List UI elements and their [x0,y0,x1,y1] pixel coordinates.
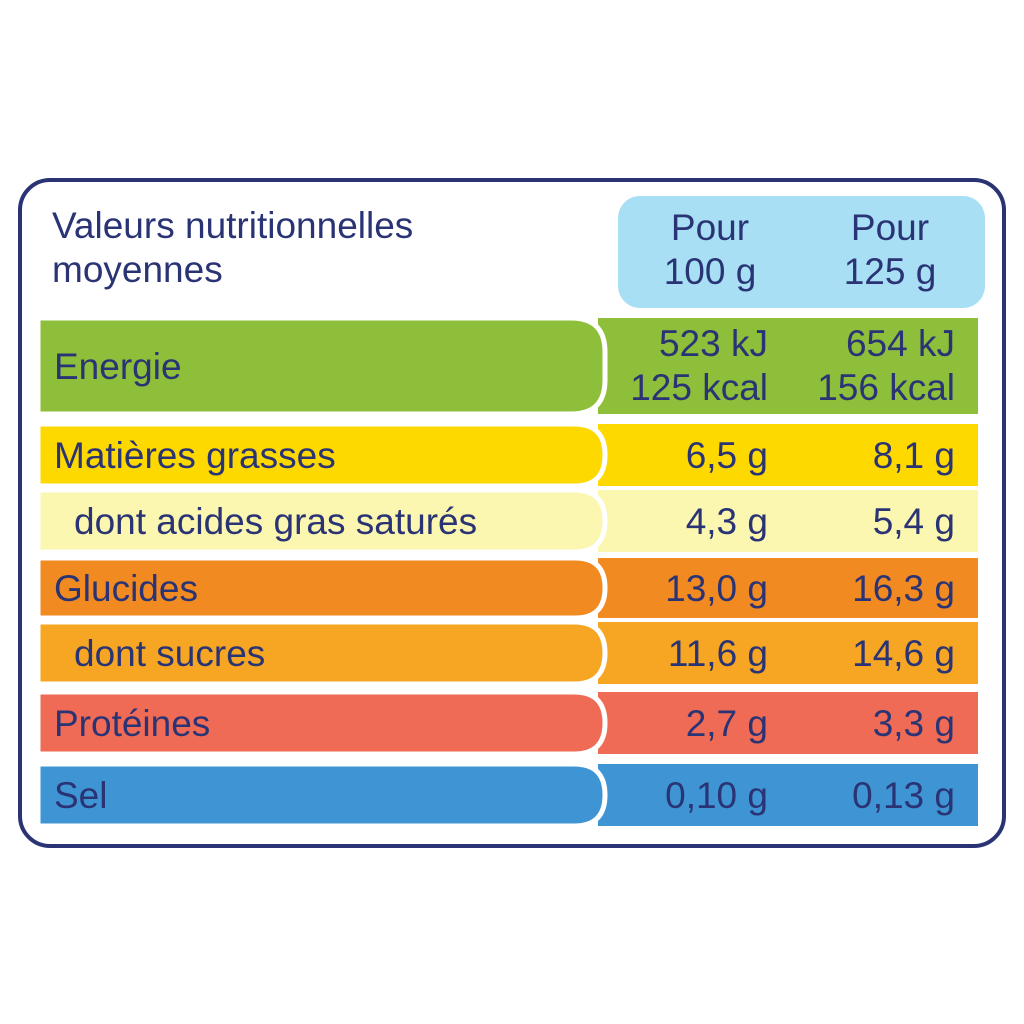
row-value-line: 654 kJ [846,323,955,364]
label-cell [35,421,608,489]
row-value: 523 kJ 125 kcal [630,323,768,408]
label-cell [35,689,608,757]
row-value: 8,1 g [873,435,955,476]
column-header-line: 100 g [664,251,757,292]
column-header: Pour 125 g [844,207,937,292]
label-cell [35,487,608,555]
row-value: 11,6 g [668,633,768,674]
column-header-line: 125 g [844,251,937,292]
label-cell [35,315,608,417]
column-header: Pour 100 g [664,207,757,292]
row-label: Energie [54,346,182,387]
row-value: 13,0 g [665,568,768,609]
title-line: Valeurs nutritionnelles [52,205,413,246]
row-label: dont acides gras saturés [74,501,477,542]
row-label: Protéines [54,703,210,744]
row-value: 6,5 g [686,435,768,476]
header-box [618,196,985,308]
title-line: moyennes [52,249,223,290]
row-value: 3,3 g [873,703,955,744]
title: Valeurs nutritionnelles moyennes [52,205,413,290]
row-value: 5,4 g [873,501,955,542]
column-header-line: Pour [671,207,749,248]
row-label: Glucides [54,568,198,609]
row-value: 0,10 g [665,775,768,816]
value-cell [598,622,978,684]
label-cell [35,761,608,829]
row-label: Matières grasses [54,435,336,476]
label-cell [35,555,608,621]
value-cell [598,424,978,486]
row-value: 0,13 g [852,775,955,816]
value-cell [598,490,978,552]
label-cell [35,619,608,687]
value-cell [598,558,978,618]
row-value: 4,3 g [686,501,768,542]
row-value-line: 156 kcal [817,367,955,408]
column-header-line: Pour [851,207,929,248]
row-value-line: 125 kcal [630,367,768,408]
row-value: 2,7 g [686,703,768,744]
row-value: 14,6 g [852,633,955,674]
row-label: Sel [54,775,107,816]
value-cell [598,764,978,826]
row-value: 16,3 g [852,568,955,609]
row-value: 654 kJ 156 kcal [817,323,955,408]
value-cell [598,692,978,754]
row-label: dont sucres [74,633,265,674]
value-cell [598,318,978,414]
row-value-line: 523 kJ [659,323,768,364]
